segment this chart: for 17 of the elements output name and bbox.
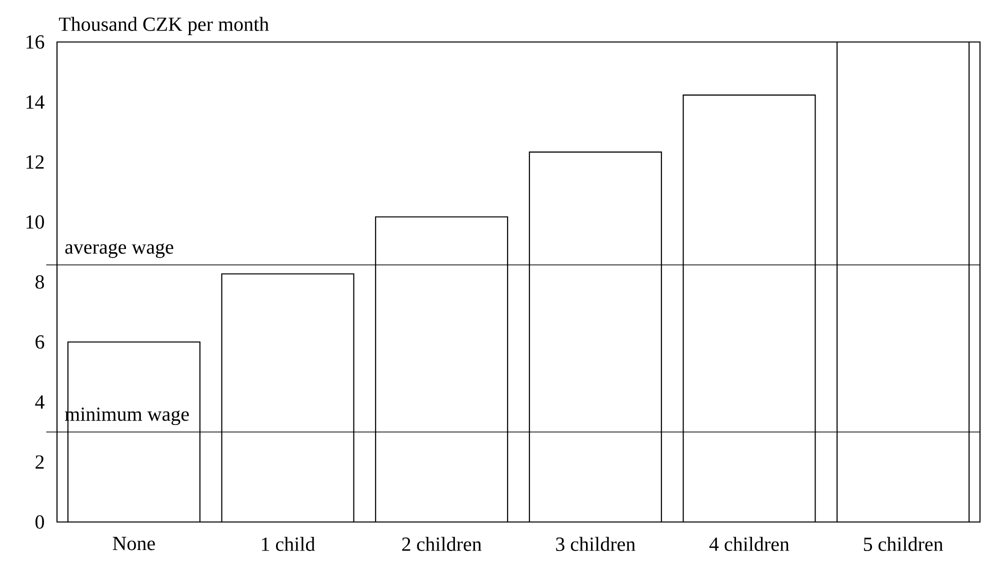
x-tick-label: 4 children	[709, 536, 790, 551]
y-tick-label: 4	[35, 395, 44, 409]
y-tick-label: 16	[26, 35, 44, 49]
x-tick-label: 2 children	[402, 536, 482, 551]
x-tick-label: 1 child	[262, 536, 315, 551]
y-tick-label: 2	[36, 455, 44, 469]
y-tick-label: 6	[36, 335, 44, 349]
y-tick-label: 0	[35, 515, 44, 529]
ref-line-label: average wage	[65, 243, 174, 258]
x-tick-label: None	[112, 536, 155, 550]
y-tick-label: 10	[26, 215, 44, 229]
y-tick-label: 8	[35, 275, 44, 289]
x-tick-label: 5 children	[864, 536, 944, 551]
y-tick-label: 12	[26, 155, 44, 169]
y-tick-label: 14	[26, 95, 44, 109]
y-axis-title: Thousand CZK per month	[58, 16, 269, 36]
x-tick-label: 3 children	[556, 536, 636, 551]
